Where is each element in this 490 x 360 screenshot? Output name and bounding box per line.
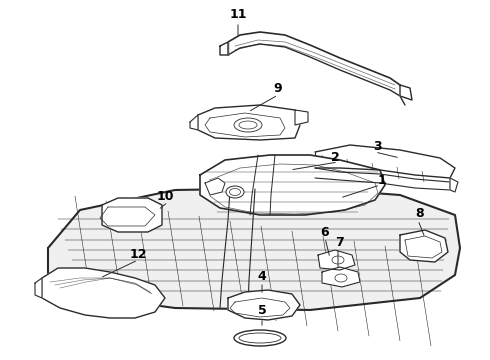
Text: 3: 3	[374, 140, 382, 153]
Polygon shape	[198, 105, 300, 140]
Polygon shape	[200, 155, 385, 215]
Polygon shape	[228, 32, 405, 105]
Text: 1: 1	[378, 174, 387, 186]
Polygon shape	[205, 178, 225, 195]
Polygon shape	[42, 268, 165, 318]
Text: 4: 4	[258, 270, 267, 283]
Ellipse shape	[226, 186, 244, 198]
Polygon shape	[295, 110, 308, 125]
Polygon shape	[450, 178, 458, 192]
Polygon shape	[35, 278, 42, 298]
Text: 7: 7	[336, 235, 344, 248]
Text: 5: 5	[258, 303, 267, 316]
Ellipse shape	[234, 330, 286, 346]
Text: 10: 10	[156, 189, 174, 202]
Polygon shape	[220, 42, 228, 55]
Text: 8: 8	[416, 207, 424, 220]
Polygon shape	[315, 145, 455, 190]
Polygon shape	[228, 290, 300, 320]
Polygon shape	[102, 198, 162, 232]
Text: 11: 11	[229, 8, 247, 21]
Ellipse shape	[234, 118, 262, 132]
Text: 6: 6	[320, 225, 329, 239]
Polygon shape	[48, 188, 460, 310]
Polygon shape	[400, 230, 448, 262]
Text: 2: 2	[331, 150, 340, 163]
Polygon shape	[322, 267, 360, 287]
Polygon shape	[318, 250, 355, 270]
Polygon shape	[400, 85, 412, 100]
Text: 12: 12	[129, 248, 147, 261]
Polygon shape	[190, 115, 198, 130]
Text: 9: 9	[274, 81, 282, 95]
